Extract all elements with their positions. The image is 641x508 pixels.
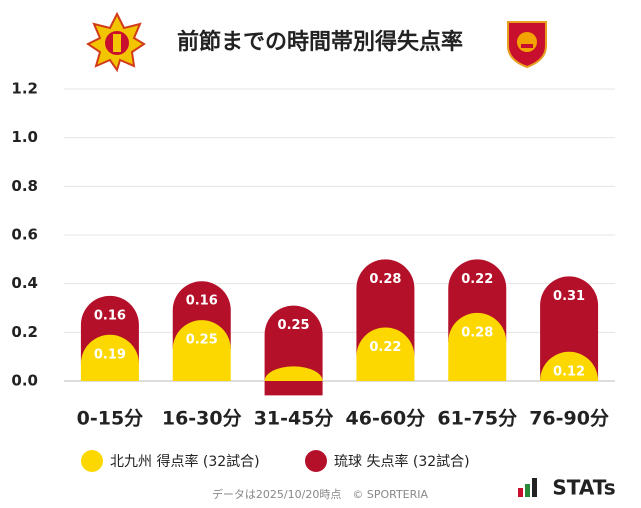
value-label: 0.25 (278, 318, 310, 333)
bar-segment (80, 334, 139, 381)
y-tick-label: 1.0 (11, 128, 38, 146)
brand-logo: STATs (518, 476, 616, 500)
bar-segment (172, 320, 231, 381)
legend-marker (305, 450, 327, 472)
x-tick-label: 0-15分 (77, 408, 144, 430)
value-label: 0.19 (94, 347, 126, 362)
bar-segment (356, 327, 415, 381)
y-tick-label: 0.0 (11, 372, 38, 390)
x-tick-label: 61-75分 (437, 408, 517, 430)
value-label: 0.12 (553, 364, 585, 379)
bar-segment (448, 312, 507, 381)
legend-label: 北九州 得点率 (32試合) (110, 453, 260, 470)
value-label: 0.16 (94, 308, 126, 323)
value-label: 0.22 (369, 340, 401, 355)
y-tick-label: 0.4 (11, 274, 38, 292)
away-logo (507, 21, 547, 69)
bar-segment (540, 276, 599, 381)
bar-segment (264, 366, 323, 381)
value-label: 0.16 (186, 294, 218, 309)
footer: データは2025/10/20時点 © SPORTERIA (212, 487, 429, 501)
y-tick-label: 1.2 (11, 80, 38, 98)
legend-label: 琉球 失点率 (32試合) (334, 453, 470, 470)
bar-segment (540, 351, 599, 381)
legend: 北九州 得点率 (32試合) 琉球 失点率 (32試合) (81, 450, 470, 472)
x-tick-label: 31-45分 (254, 408, 334, 430)
home-logo (86, 11, 146, 73)
legend-marker (81, 450, 103, 472)
value-label: 0.28 (369, 272, 401, 287)
value-label: 0.22 (461, 272, 493, 287)
value-label: 0.31 (553, 289, 585, 304)
y-tick-label: 0.2 (11, 323, 38, 341)
value-label: 0.25 (186, 333, 218, 348)
chart-title: 前節までの時間帯別得失点率 (177, 29, 463, 55)
y-tick-label: 0.6 (11, 226, 38, 244)
x-tick-label: 16-30分 (162, 408, 242, 430)
brand: STATs (552, 476, 615, 500)
x-tick-label: 46-60分 (346, 408, 426, 430)
x-tick-label: 76-90分 (529, 408, 609, 430)
y-tick-label: 0.8 (11, 177, 38, 195)
value-label: 0.28 (461, 325, 493, 340)
